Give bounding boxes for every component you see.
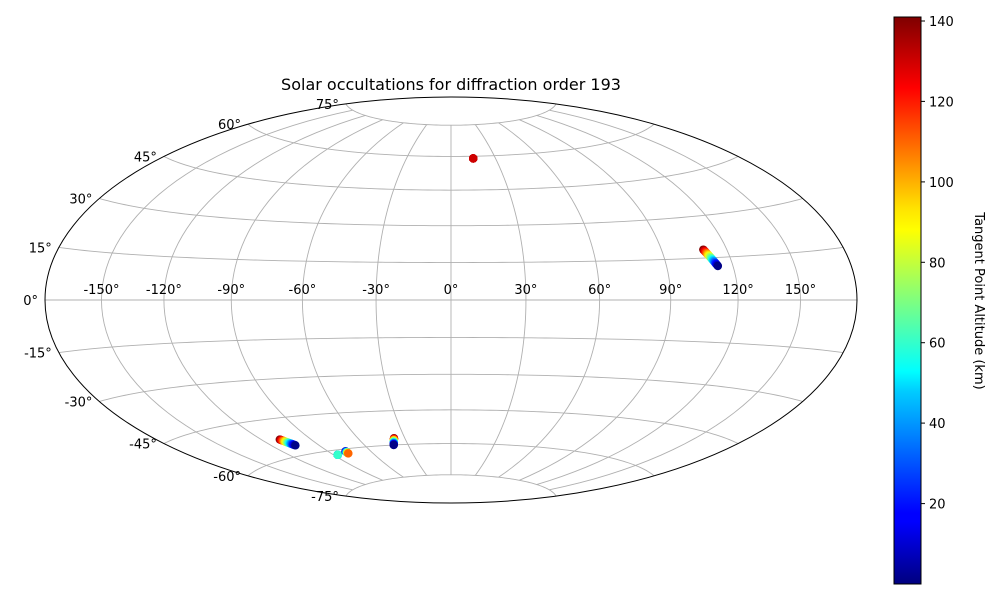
colorbar-tick-label: 100: [929, 176, 954, 191]
occultation-point: [291, 441, 300, 450]
parallel-line: [247, 123, 655, 157]
occultation-point: [344, 449, 353, 458]
colorbar-ticks: 20 40 60 80 100 120 140: [921, 15, 954, 513]
latitude-tick-label: 30°: [69, 193, 92, 208]
longitude-tick-label: 150°: [785, 283, 816, 298]
occultation-point: [713, 261, 723, 271]
map-boundary: [44, 96, 858, 504]
latitude-tick-label: -15°: [24, 347, 52, 362]
latitude-tick-label: -30°: [65, 396, 93, 411]
longitude-tick-label: -60°: [289, 283, 317, 298]
latitude-tick-label: 60°: [218, 118, 241, 133]
colorbar-tick-label: 40: [929, 417, 946, 432]
latitude-tick-label: 15°: [29, 242, 52, 257]
latitude-tick-labels: -75° -60° -45° -30° -15° 0° 15° 30° 45° 60° 75°: [23, 98, 339, 505]
longitude-tick-labels: -150° -120° -90° -60° -30° 0° 30° 60° 90° 120° 150…: [83, 283, 816, 298]
colorbar: 20 40 60 80 100 120 140 Tangent Point Altitude…: [893, 15, 986, 585]
parallel-line: [58, 247, 844, 263]
colorbar-tick-label: 60: [929, 337, 946, 352]
occultation-point: [333, 450, 342, 460]
parallel-line: [345, 474, 557, 497]
longitude-tick-label: -150°: [83, 283, 119, 298]
parallel-line: [99, 373, 803, 402]
colorbar-tick-label: 140: [929, 15, 954, 30]
parallel-line: [58, 337, 844, 353]
latitude-tick-label: 45°: [134, 151, 157, 166]
parallel-line: [345, 103, 557, 126]
longitude-tick-label: 0°: [444, 283, 459, 298]
colorbar-tick-label: 80: [929, 256, 946, 271]
colorbar-tick-label: 120: [929, 95, 954, 110]
parallel-line: [163, 409, 739, 444]
chart-title: Solar occultations for diffraction order…: [281, 75, 621, 94]
graticule: [45, 103, 857, 497]
latitude-tick-label: 0°: [23, 294, 38, 309]
occultation-points: [275, 154, 723, 460]
latitude-tick-label: 75°: [316, 98, 339, 113]
longitude-tick-label: -30°: [362, 283, 390, 298]
latitude-tick-label: -60°: [213, 470, 241, 485]
parallel-line: [163, 156, 739, 191]
longitude-tick-label: -90°: [217, 283, 245, 298]
colorbar-gradient: [893, 16, 922, 585]
occultation-point: [469, 154, 478, 163]
longitude-tick-label: 120°: [722, 283, 753, 298]
occultation-point: [389, 440, 398, 450]
parallel-line: [99, 198, 803, 227]
longitude-tick-label: -120°: [146, 283, 182, 298]
colorbar-tick-label: 20: [929, 498, 946, 513]
longitude-tick-label: 60°: [588, 283, 611, 298]
parallel-line: [247, 443, 655, 477]
longitude-tick-label: 90°: [659, 283, 682, 298]
colorbar-label: Tangent Point Altitude (km): [971, 211, 986, 389]
latitude-tick-label: -75°: [311, 490, 339, 505]
longitude-tick-label: 30°: [514, 283, 537, 298]
latitude-tick-label: -45°: [129, 438, 157, 453]
